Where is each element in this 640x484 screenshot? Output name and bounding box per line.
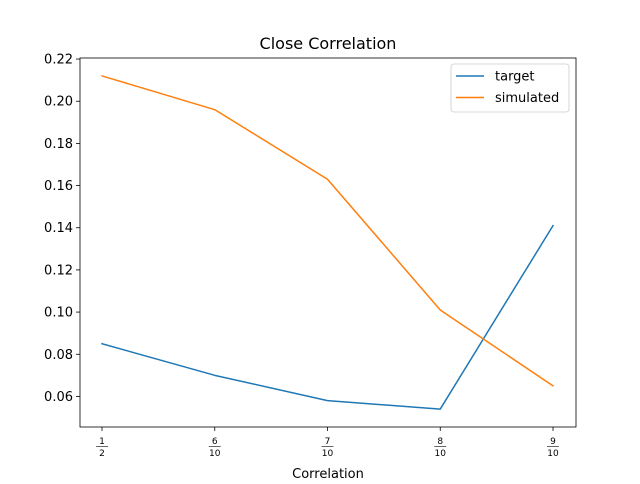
x-tick-numerator: 1 [99, 437, 105, 447]
y-tick-label: 0.22 [44, 53, 73, 68]
legend-label-simulated: simulated [495, 91, 559, 106]
legend: target simulated [450, 63, 570, 113]
y-tick-label: 0.06 [44, 390, 73, 405]
y-axis-ticks: 0.06 0.08 0.10 0.12 0.14 0.16 0.18 0.20 0.22 [44, 53, 80, 405]
x-tick-numerator: 7 [325, 437, 331, 447]
chart-title: Close Correlation [260, 34, 397, 53]
plot-background [80, 58, 576, 427]
y-tick-label: 0.18 [44, 137, 73, 152]
x-tick-label: 710 [321, 437, 334, 459]
y-tick-label: 0.10 [44, 306, 73, 321]
x-tick-denominator: 2 [99, 449, 105, 459]
x-tick-denominator: 10 [435, 449, 447, 459]
series-line-target [101, 224, 555, 410]
y-tick-label: 0.20 [44, 95, 73, 110]
x-tick-numerator: 8 [437, 437, 443, 447]
x-tick-numerator: 9 [550, 437, 556, 447]
x-tick-label: 810 [434, 437, 447, 459]
y-tick-label: 0.14 [44, 221, 73, 236]
series-line-simulated [101, 74, 555, 387]
plot-area [79, 57, 577, 428]
x-tick-denominator: 10 [547, 449, 559, 459]
plot-frame [79, 57, 577, 428]
y-tick-label: 0.08 [44, 348, 73, 363]
x-tick-label: 910 [547, 437, 559, 459]
x-tick-label: 610 [208, 437, 221, 459]
legend-label-target: target [495, 70, 535, 85]
y-tick-label: 0.12 [44, 263, 73, 278]
x-tick-label: 12 [96, 437, 108, 459]
x-tick-denominator: 10 [209, 449, 221, 459]
x-tick-numerator: 6 [212, 437, 218, 447]
x-tick-denominator: 10 [322, 449, 334, 459]
x-axis-label: Correlation [292, 467, 364, 480]
y-tick-label: 0.16 [44, 179, 73, 194]
